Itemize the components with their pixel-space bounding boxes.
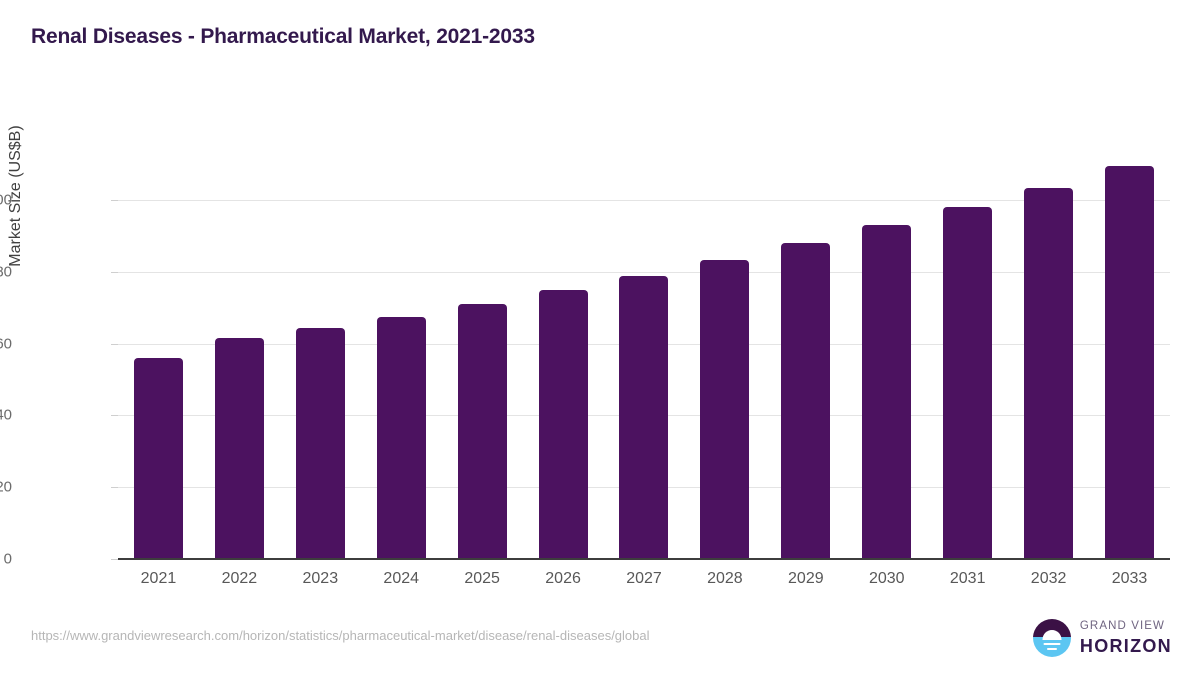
x-tick-label: 2025 xyxy=(464,570,500,587)
gridline xyxy=(118,271,1170,273)
bar-slot xyxy=(199,150,280,559)
x-tick-label: 2024 xyxy=(383,570,420,587)
horizon-circle-icon xyxy=(1032,619,1071,657)
bar-2026[interactable] xyxy=(538,289,588,559)
y-tick-label: 100 xyxy=(0,191,12,209)
x-tick-label: 2027 xyxy=(626,570,662,587)
bar-2030[interactable] xyxy=(862,225,912,559)
bar-slot xyxy=(765,150,846,559)
y-tick-label: 80 xyxy=(0,263,12,281)
bar-slot xyxy=(684,150,765,559)
bar-slot xyxy=(1089,150,1170,559)
y-tick-mark xyxy=(111,415,118,417)
y-tick-mark xyxy=(111,271,118,273)
bar-2023[interactable] xyxy=(295,327,345,559)
bar-slot xyxy=(118,150,199,559)
logo-dome-shape xyxy=(1042,630,1062,640)
x-tick-label: 2029 xyxy=(788,570,824,587)
bar-slot xyxy=(927,150,1008,559)
bar-2027[interactable] xyxy=(619,275,669,559)
bar-2032[interactable] xyxy=(1024,187,1074,559)
x-tick-label: 2022 xyxy=(221,570,258,587)
bar-slot xyxy=(846,150,927,559)
bar-2024[interactable] xyxy=(376,316,426,559)
y-tick-mark xyxy=(111,559,118,560)
logo-wordmark: GRAND VIEW HORIZON xyxy=(1080,621,1172,655)
bar-slot xyxy=(280,150,361,559)
bar-2028[interactable] xyxy=(700,260,750,559)
x-tick-label: 2030 xyxy=(868,570,905,587)
y-tick-mark xyxy=(111,200,118,202)
bar-2031[interactable] xyxy=(943,207,993,559)
logo-bottom-text: HORIZON xyxy=(1079,635,1172,656)
logo-line-lower xyxy=(1046,647,1057,650)
brand-logo: GRAND VIEW HORIZON xyxy=(1032,619,1172,657)
bar-series xyxy=(118,150,1170,559)
y-tick-label: 0 xyxy=(3,550,12,568)
logo-top-text: GRAND VIEW xyxy=(1079,620,1166,633)
plot-area xyxy=(111,150,1170,560)
bar-2029[interactable] xyxy=(781,243,831,559)
y-tick-label: 20 xyxy=(0,478,12,496)
x-axis-line xyxy=(118,558,1170,560)
y-tick-mark xyxy=(111,343,118,345)
x-tick-label: 2021 xyxy=(140,570,177,587)
y-tick-mark xyxy=(111,487,118,489)
page-title: Renal Diseases - Pharmaceutical Market, … xyxy=(31,25,535,48)
y-tick-label: 40 xyxy=(0,406,12,424)
x-tick-label: 2023 xyxy=(302,570,339,587)
x-axis-tick-labels: 2021 2022 2023 2024 2025 2026 2027 2028 2029 2030… xyxy=(118,570,1170,588)
bar-2021[interactable] xyxy=(133,358,183,559)
source-url[interactable]: https://www.grandviewresearch.com/horizo… xyxy=(31,628,650,643)
bar-slot xyxy=(1008,150,1089,559)
x-tick-label: 2033 xyxy=(1111,570,1148,587)
bar-slot xyxy=(442,150,523,559)
bar-slot xyxy=(523,150,604,559)
x-tick-label: 2028 xyxy=(707,570,743,587)
bar-2033[interactable] xyxy=(1105,166,1155,559)
bar-2025[interactable] xyxy=(457,304,507,559)
x-tick-label: 2026 xyxy=(545,570,581,587)
x-tick-label: 2031 xyxy=(949,570,986,587)
gridline xyxy=(118,200,1170,202)
bar-2022[interactable] xyxy=(214,338,264,559)
logo-line-upper xyxy=(1043,642,1061,645)
bar-slot xyxy=(361,150,442,559)
x-tick-label: 2032 xyxy=(1030,570,1067,587)
y-tick-label: 60 xyxy=(0,335,12,353)
bar-slot xyxy=(604,150,685,559)
